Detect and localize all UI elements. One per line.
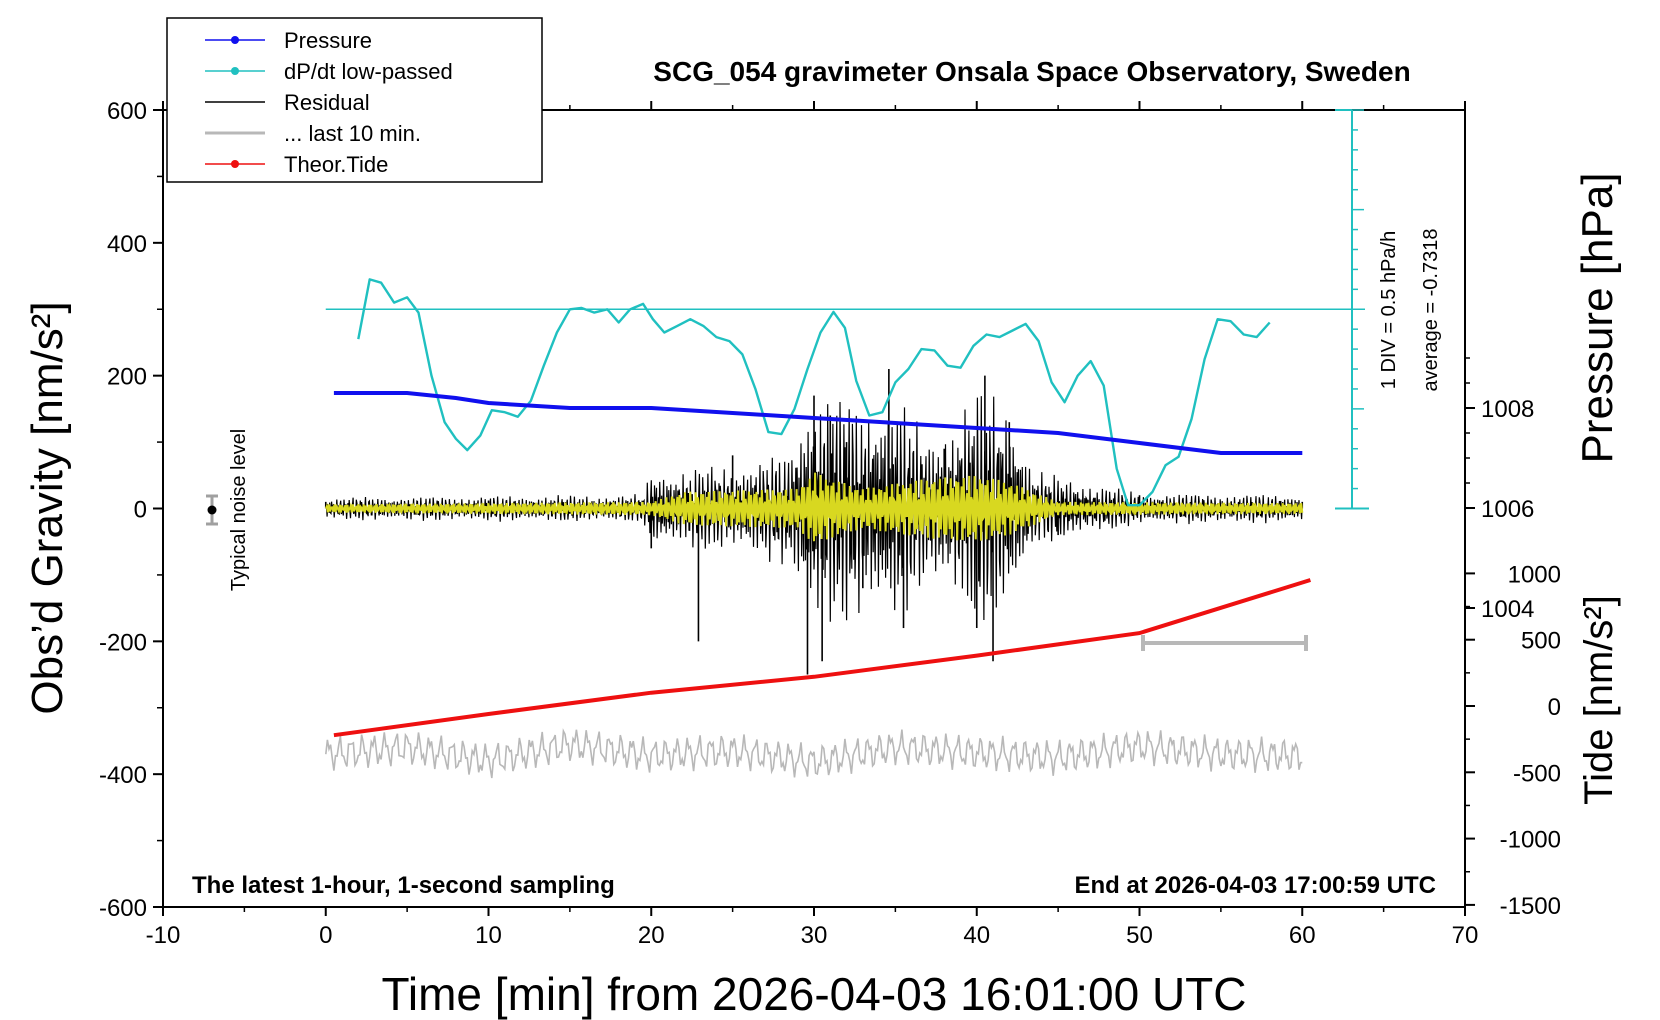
dpdt-scale-bar: [325, 109, 1369, 510]
tide-line: [333, 578, 1311, 738]
average-annotation: average = -0.7318: [1420, 229, 1442, 392]
y-tick-label: 200: [107, 364, 147, 391]
x-axis: -10 0 10 20 30 40 50 60 70: [146, 101, 1479, 949]
tide-tick-label: -1500: [1500, 893, 1561, 920]
ten-minute-bar: [1141, 635, 1308, 651]
legend-marker: [231, 160, 239, 168]
legend-label: Theor.Tide: [284, 152, 388, 177]
tide-tick-label: 1000: [1508, 561, 1561, 588]
legend-marker: [231, 36, 239, 44]
last-10-min-line: [325, 728, 1303, 779]
legend-box: [166, 17, 543, 183]
x-tick-label: 60: [1289, 922, 1316, 949]
y-axis-title-pressure: Pressure [hPa]: [1573, 172, 1622, 463]
legend-label: Pressure: [284, 28, 372, 53]
y-tick-label: -400: [99, 762, 147, 789]
x-tick-label: 0: [319, 922, 332, 949]
legend-label: dP/dt low-passed: [284, 59, 453, 84]
noise-level-marker: [206, 494, 218, 526]
legend-label: Residual: [284, 90, 370, 115]
tide-axis: 1000 500 0 -500 -1000 -1500: [1465, 561, 1561, 920]
y-tick-label: 400: [107, 231, 147, 258]
chart-title: SCG_054 gravimeter Onsala Space Observat…: [653, 56, 1410, 87]
pressure-axis: 1008 1006 1004: [1465, 357, 1534, 623]
legend: Pressure dP/dt low-passed Residual ... last…: [166, 17, 543, 183]
pressure-line: [333, 391, 1303, 455]
series-layer: [324, 278, 1311, 779]
pressure-tick-label: 1004: [1481, 596, 1534, 623]
x-tick-label: 70: [1452, 922, 1479, 949]
x-tick-label: 30: [801, 922, 828, 949]
tide-tick-label: -1000: [1500, 827, 1561, 854]
dpdt-line: [357, 278, 1271, 507]
pressure-tick-label: 1008: [1481, 396, 1534, 423]
x-axis-title: Time [min] from 2026-04-03 16:01:00 UTC: [382, 968, 1247, 1020]
y-tick-label: 600: [107, 98, 147, 125]
legend-label: ... last 10 min.: [284, 121, 421, 146]
noise-label: Typical noise level: [228, 429, 250, 591]
div-annotation: 1 DIV = 0.5 hPa/h: [1378, 231, 1400, 389]
pressure-tick-label: 1006: [1481, 496, 1534, 523]
tide-tick-label: 0: [1548, 694, 1561, 721]
x-tick-label: 50: [1126, 922, 1153, 949]
y-axis-title-left: Obs’d Gravity [nm/s²]: [23, 301, 72, 714]
tide-tick-label: -500: [1513, 760, 1561, 787]
bottom-left-annotation: The latest 1-hour, 1-second sampling: [192, 872, 615, 899]
y-tick-label: -200: [99, 629, 147, 656]
y-axis-left: 600 400 200 0 -200 -400 -600: [99, 98, 163, 922]
y-tick-label: -600: [99, 895, 147, 922]
y-tick-label: 0: [134, 497, 147, 524]
y-axis-title-tide: Tide [nm/s²]: [1577, 595, 1621, 805]
tide-tick-label: 500: [1521, 628, 1561, 655]
x-tick-label: 10: [475, 922, 502, 949]
bottom-right-annotation: End at 2026-04-03 17:00:59 UTC: [1075, 872, 1437, 899]
x-tick-label: 40: [963, 922, 990, 949]
x-tick-label: 20: [638, 922, 665, 949]
x-tick-label: -10: [146, 922, 181, 949]
legend-marker: [231, 67, 239, 75]
